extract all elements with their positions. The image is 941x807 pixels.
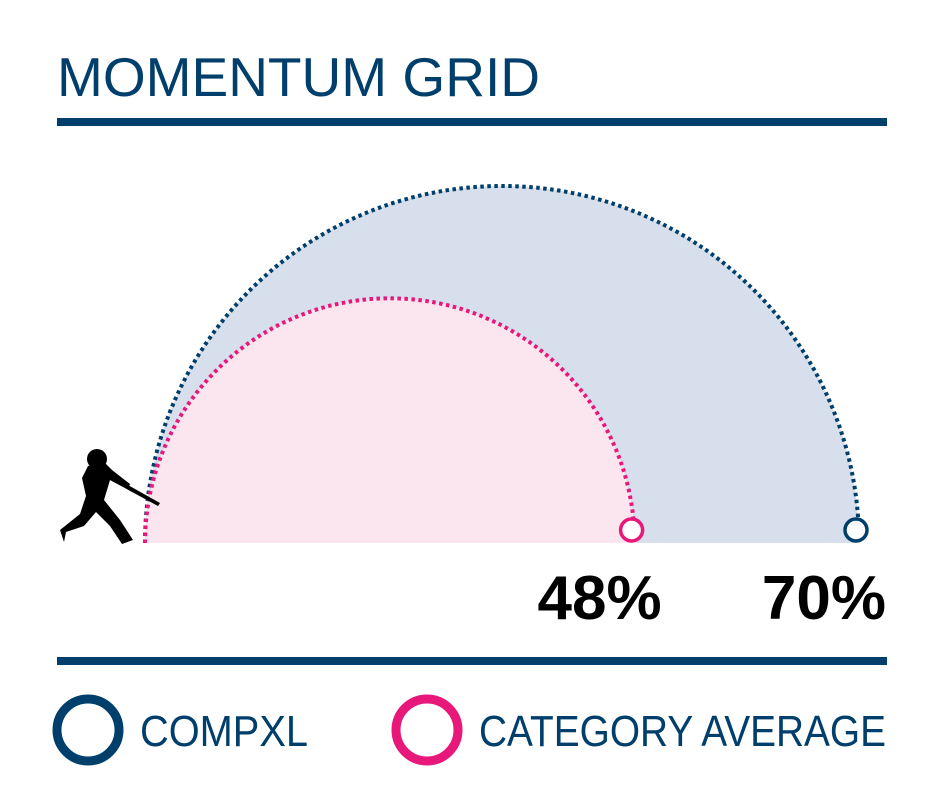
arcs-group bbox=[143, 184, 869, 545]
legend-marker-0 bbox=[52, 694, 124, 766]
top-divider bbox=[57, 118, 887, 126]
bottom-divider bbox=[57, 657, 887, 665]
arc-1 bbox=[143, 296, 637, 544]
value-label-1: 48% bbox=[538, 564, 662, 633]
chart-title: MOMENTUM GRID bbox=[57, 46, 540, 108]
arc-0 bbox=[143, 184, 861, 544]
value-label-0: 70% bbox=[762, 564, 886, 633]
legend-label-0: COMPXL bbox=[140, 707, 308, 756]
legend-label-1: CATEGORY AVERAGE bbox=[479, 707, 886, 756]
value-labels: 70% 48% bbox=[538, 564, 886, 633]
baseball-batter-icon bbox=[60, 449, 160, 544]
legend: COMPXL CATEGORY AVERAGE bbox=[52, 694, 886, 766]
area-1 bbox=[145, 298, 635, 543]
legend-marker-1 bbox=[391, 694, 463, 766]
endpoint-marker-0 bbox=[843, 517, 869, 543]
endpoint-marker-1 bbox=[618, 517, 645, 543]
